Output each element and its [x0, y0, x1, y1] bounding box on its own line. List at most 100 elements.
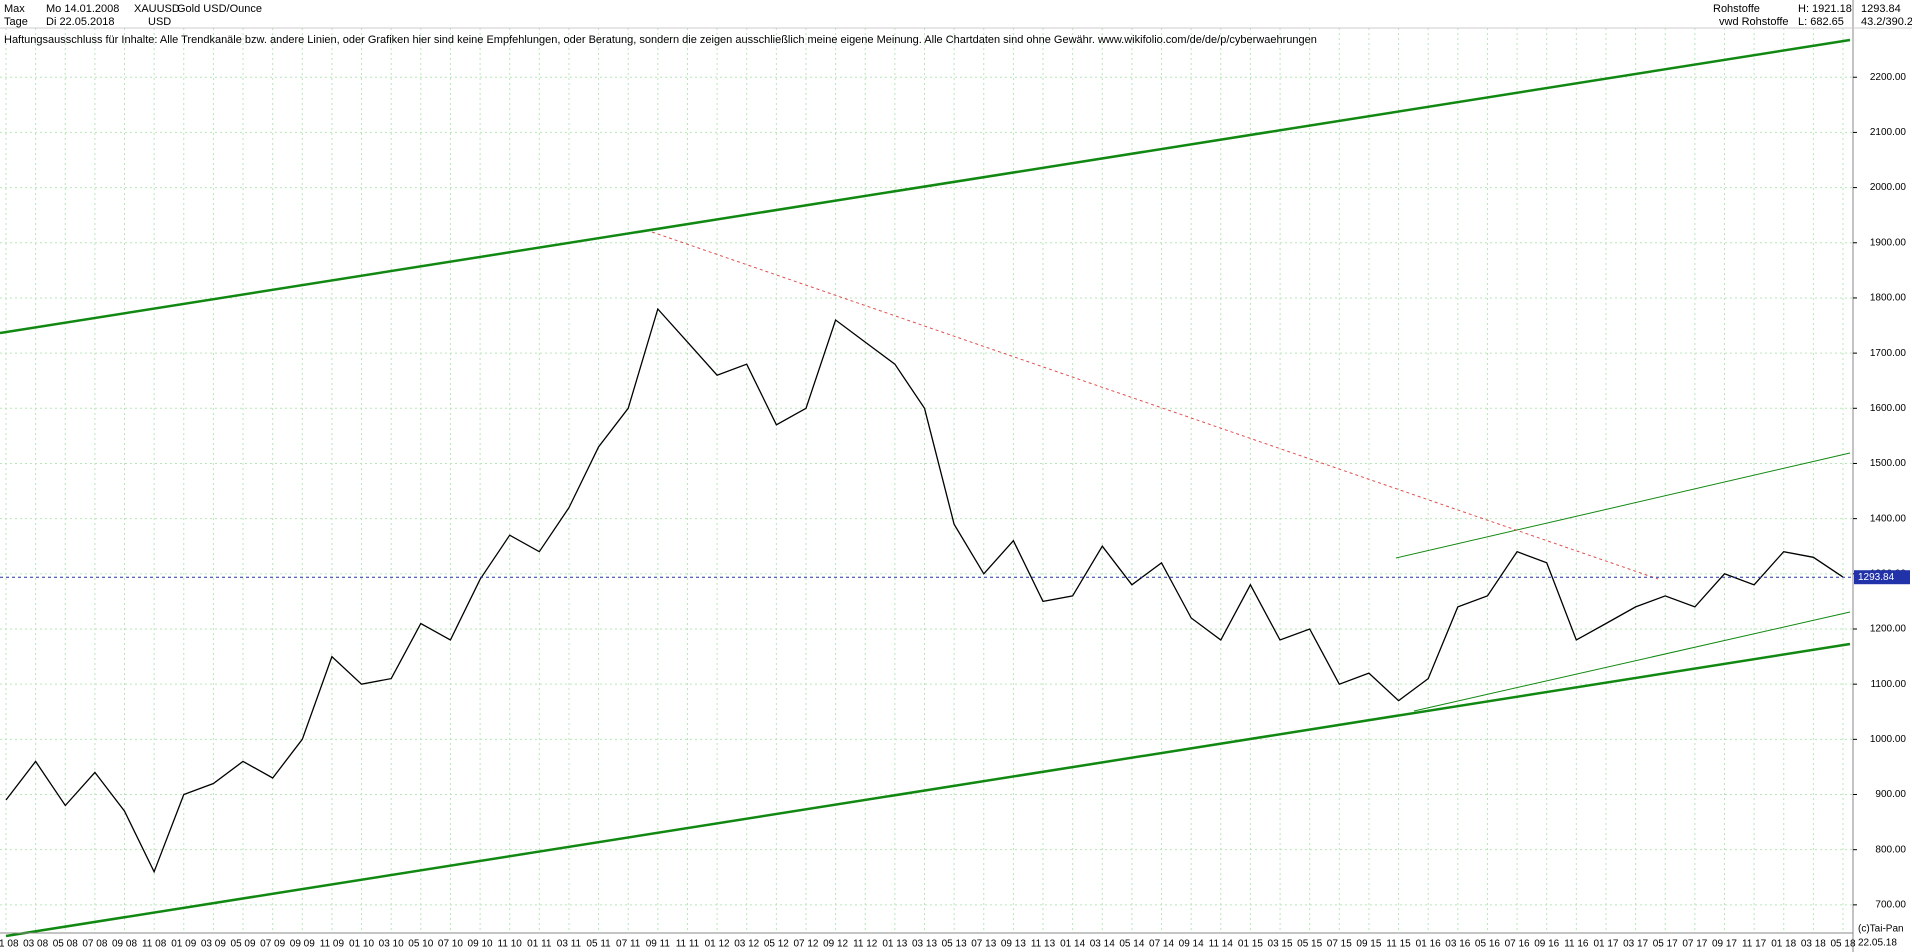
x-tick-label: 11 13: [1031, 939, 1056, 950]
group: Rohstoffe: [1713, 3, 1760, 15]
x-tick-label: 09 11: [646, 939, 671, 950]
x-tick-label: 11 10: [498, 939, 523, 950]
x-tick-label: 05 13: [942, 939, 967, 950]
x-tick-label: 09 16: [1534, 939, 1559, 950]
x-tick-label: 03 16: [1445, 939, 1470, 950]
y-tick-label: 1400.00: [1870, 513, 1907, 524]
x-tick-label: 11 11: [676, 939, 700, 950]
y-axis-area: [1853, 0, 1912, 952]
x-tick-label: 11 15: [1386, 939, 1411, 950]
trend-line: [1413, 611, 1851, 712]
x-tick-label: 05 12: [764, 939, 789, 950]
y-tick-label: 700.00: [1875, 900, 1906, 911]
period[interactable]: Max: [4, 3, 25, 15]
trend-line: [0, 38, 1851, 335]
x-tick-label: 03 12: [734, 939, 759, 950]
x-tick-label: 03 14: [1090, 939, 1115, 950]
x-tick-label: 09 08: [112, 939, 137, 950]
disclaimer: Haftungsausschluss für Inhalte: Alle Tre…: [4, 34, 1317, 46]
x-tick-label: 01 09: [171, 939, 196, 950]
x-tick-label: 09 10: [468, 939, 493, 950]
price-line: [5, 307, 1844, 874]
x-tick-label: 05 16: [1475, 939, 1500, 950]
end-date-label: 22.05.18: [1858, 938, 1897, 949]
x-tick-label: 09 15: [1356, 939, 1381, 950]
x-tick-label: 09 12: [823, 939, 848, 950]
y-tick-label: 900.00: [1875, 789, 1906, 800]
x-tick-label: 11 12: [853, 939, 878, 950]
last: 1293.84: [1861, 3, 1901, 15]
x-tick-label: 07 08: [82, 939, 107, 950]
x-tick-label: 07 14: [1149, 939, 1174, 950]
x-tick-label: 05 09: [231, 939, 256, 950]
x-tick-label: 07 16: [1505, 939, 1530, 950]
x-tick-label: 11 09: [320, 939, 345, 950]
x-tick-label: 01 18: [1771, 939, 1796, 950]
y-tick-label: 2200.00: [1870, 72, 1907, 83]
end-date: Di 22.05.2018: [46, 16, 115, 28]
x-tick-label: 09 14: [1179, 939, 1204, 950]
x-tick-label: 07 11: [616, 939, 641, 950]
x-tick-label: 01 15: [1238, 939, 1263, 950]
currency: USD: [148, 16, 171, 28]
x-tick-label: 07 13: [971, 939, 996, 950]
x-tick-label: 09 17: [1712, 939, 1737, 950]
x-tick-label: 07 17: [1682, 939, 1707, 950]
x-tick-label: 03 18: [1801, 939, 1826, 950]
x-tick-label: 11 08: [142, 939, 167, 950]
copyright: (c)Tai-Pan: [1858, 924, 1904, 935]
x-tick-label: 03 15: [1268, 939, 1293, 950]
x-tick-label: 07 12: [793, 939, 818, 950]
x-tick-label: 03 09: [201, 939, 226, 950]
x-tick-label: 05 15: [1297, 939, 1322, 950]
x-tick-label: 01 16: [1416, 939, 1441, 950]
instrument: Gold USD/Ounce: [177, 3, 262, 15]
x-tick-label: 09 13: [1001, 939, 1026, 950]
y-tick-label: 2000.00: [1870, 182, 1907, 193]
x-tick-label: 07 10: [438, 939, 463, 950]
unit[interactable]: Tage: [4, 16, 28, 28]
ratio: 43.2/390.2: [1861, 16, 1912, 28]
y-tick-label: 1800.00: [1870, 293, 1907, 304]
x-tick-label: 03 08: [23, 939, 48, 950]
source: vwd Rohstoffe: [1719, 16, 1789, 28]
x-tick-label: 01 17: [1593, 939, 1618, 950]
x-tick-label: 03 13: [912, 939, 937, 950]
x-tick-label: 05 17: [1653, 939, 1678, 950]
x-tick-label: 11 17: [1742, 939, 1767, 950]
y-tick-label: 800.00: [1875, 844, 1906, 855]
x-tick-label: 01 10: [349, 939, 374, 950]
symbol: XAUUSD: [134, 3, 180, 15]
low: L: 682.65: [1798, 16, 1844, 28]
high: H: 1921.18: [1798, 3, 1852, 15]
x-tick-label: 09 09: [290, 939, 315, 950]
x-tick-label: 05 18: [1830, 939, 1855, 950]
x-tick-label: 01 11: [527, 939, 552, 950]
x-tick-label: 01 08: [0, 939, 19, 950]
trend-line: [5, 642, 1851, 938]
trend-line: [1395, 452, 1851, 559]
x-tick-label: 03 11: [557, 939, 582, 950]
y-tick-label: 1100.00: [1871, 679, 1907, 690]
last-price-label: 1293.84: [1858, 572, 1895, 583]
x-tick-label: 11 16: [1564, 939, 1589, 950]
x-tick-label: 01 12: [705, 939, 730, 950]
trend-lines: [0, 38, 1851, 938]
start-date: Mo 14.01.2008: [46, 3, 119, 15]
grid: [0, 28, 1853, 933]
x-tick-label: 05 10: [408, 939, 433, 950]
y-tick-label: 1200.00: [1870, 624, 1907, 635]
last-price-box: [1854, 570, 1910, 585]
y-tick-label: 1900.00: [1870, 237, 1907, 248]
x-tick-label: 03 10: [379, 939, 404, 950]
x-tick-label: 01 14: [1060, 939, 1085, 950]
x-tick-label: 11 14: [1209, 939, 1234, 950]
x-tick-label: 05 11: [586, 939, 611, 950]
y-tick-label: 2100.00: [1870, 127, 1907, 138]
x-tick-label: 03 17: [1623, 939, 1648, 950]
x-tick-label: 05 08: [53, 939, 78, 950]
x-tick-label: 07 09: [260, 939, 285, 950]
